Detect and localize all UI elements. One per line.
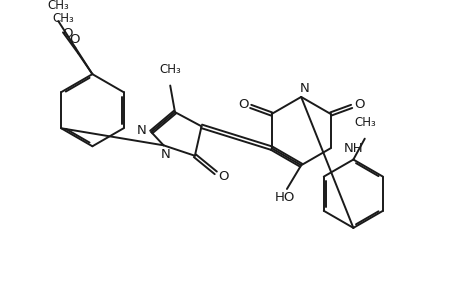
- Text: NH: NH: [343, 142, 363, 155]
- Text: HO: HO: [274, 191, 295, 204]
- Text: O: O: [69, 33, 79, 46]
- Text: N: N: [137, 124, 146, 136]
- Text: N: N: [299, 82, 309, 95]
- Text: O: O: [353, 98, 364, 111]
- Text: CH₃: CH₃: [52, 12, 74, 25]
- Text: N: N: [160, 148, 170, 161]
- Text: O: O: [62, 27, 73, 40]
- Text: CH₃: CH₃: [353, 116, 375, 129]
- Text: O: O: [218, 170, 228, 183]
- Text: CH₃: CH₃: [47, 0, 69, 13]
- Text: O: O: [237, 98, 248, 111]
- Text: CH₃: CH₃: [159, 63, 181, 76]
